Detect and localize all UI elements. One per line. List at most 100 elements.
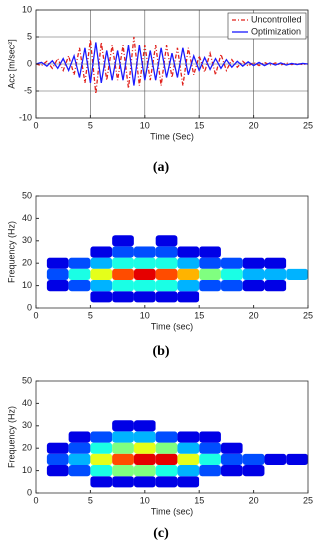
heat-cell xyxy=(68,420,91,432)
heat-cell xyxy=(264,235,287,247)
legend-label: Uncontrolled xyxy=(251,14,302,24)
x-tick-label: 20 xyxy=(249,120,259,130)
heat-cell xyxy=(199,465,221,477)
heat-cell xyxy=(112,431,134,443)
heat-cell xyxy=(199,291,221,303)
y-tick-label: 0 xyxy=(27,302,32,312)
y-tick-label: 10 xyxy=(22,4,32,14)
heat-cell xyxy=(242,420,265,432)
x-tick-label: 20 xyxy=(249,310,259,320)
heat-cell xyxy=(155,476,178,488)
heat-cell xyxy=(286,268,308,280)
heat-cell xyxy=(46,246,69,258)
heat-cell xyxy=(264,291,287,303)
heat-cell xyxy=(286,257,308,269)
heat-cell xyxy=(68,291,91,303)
legend-box xyxy=(227,12,307,40)
heat-cell xyxy=(242,257,265,269)
heat-cell xyxy=(46,476,69,488)
x-tick-label: 15 xyxy=(194,495,204,505)
heat-cell xyxy=(46,280,69,292)
heat-cell xyxy=(133,476,156,488)
heat-cell xyxy=(220,453,243,465)
heat-cell xyxy=(199,246,221,258)
x-tick-label: 5 xyxy=(88,120,93,130)
heat-cell xyxy=(112,280,134,292)
heat-cell xyxy=(112,257,134,269)
x-tick-label: 10 xyxy=(140,310,150,320)
caption: (c) xyxy=(153,526,169,541)
y-tick-label: 40 xyxy=(22,213,32,223)
heat-cell xyxy=(177,453,200,465)
heat-cell xyxy=(112,420,134,432)
y-tick-label: -10 xyxy=(19,112,32,122)
heat-cell xyxy=(264,246,287,258)
heat-cell xyxy=(133,257,156,269)
heat-cell xyxy=(68,442,91,454)
heat-cell xyxy=(199,420,221,432)
heat-cell xyxy=(264,476,287,488)
heat-cell xyxy=(242,465,265,477)
heat-cell xyxy=(155,465,178,477)
y-tick-label: 30 xyxy=(22,420,32,430)
heat-cell xyxy=(286,420,308,432)
heat-cell xyxy=(220,257,243,269)
heat-cell xyxy=(242,235,265,247)
heat-cell xyxy=(46,453,69,465)
heat-cell xyxy=(177,442,200,454)
heat-cell xyxy=(199,453,221,465)
heat-cell xyxy=(155,442,178,454)
heat-cell xyxy=(112,476,134,488)
heat-cell xyxy=(177,257,200,269)
y-axis-label: Acc [m/sec²] xyxy=(6,39,16,89)
x-tick-label: 5 xyxy=(88,310,93,320)
y-tick-label: 5 xyxy=(27,31,32,41)
heat-cell xyxy=(199,476,221,488)
heat-cell xyxy=(220,431,243,443)
heat-cell xyxy=(46,465,69,477)
heat-cell xyxy=(133,453,156,465)
heat-cell xyxy=(220,291,243,303)
heat-cell xyxy=(220,476,243,488)
heat-cell xyxy=(286,476,308,488)
x-tick-label: 10 xyxy=(140,120,150,130)
axes-box xyxy=(35,380,309,494)
heat-cell xyxy=(264,257,287,269)
heat-cell xyxy=(242,246,265,258)
heat-cell xyxy=(90,246,113,258)
heat-cell xyxy=(90,280,113,292)
heat-cell xyxy=(46,291,69,303)
heat-cell xyxy=(220,235,243,247)
heat-cell xyxy=(199,431,221,443)
axes-box xyxy=(35,195,309,309)
heat-cell xyxy=(199,257,221,269)
x-tick-label: 25 xyxy=(303,495,313,505)
heat-cell xyxy=(220,280,243,292)
heat-cell xyxy=(90,453,113,465)
heat-cell xyxy=(220,465,243,477)
x-tick-label: 15 xyxy=(194,120,204,130)
heat-cell xyxy=(68,257,91,269)
heat-cell xyxy=(155,291,178,303)
heat-cell xyxy=(155,431,178,443)
heat-cell xyxy=(90,420,113,432)
heat-cell xyxy=(220,268,243,280)
heat-cell xyxy=(177,268,200,280)
heat-cell xyxy=(177,280,200,292)
x-tick-label: 25 xyxy=(303,120,313,130)
x-tick-label: 15 xyxy=(194,310,204,320)
y-tick-label: 40 xyxy=(22,398,32,408)
series-line xyxy=(35,36,309,94)
heat-cell xyxy=(46,268,69,280)
heat-cell xyxy=(155,268,178,280)
heat-cell xyxy=(90,268,113,280)
y-axis-label: Frequency (Hz) xyxy=(6,406,16,468)
heat-cell xyxy=(242,476,265,488)
y-tick-label: 10 xyxy=(22,465,32,475)
heat-cell xyxy=(177,476,200,488)
heat-cell xyxy=(112,453,134,465)
heat-cell xyxy=(155,246,178,258)
y-tick-label: 30 xyxy=(22,235,32,245)
heat-cell xyxy=(264,465,287,477)
heat-cell xyxy=(220,246,243,258)
